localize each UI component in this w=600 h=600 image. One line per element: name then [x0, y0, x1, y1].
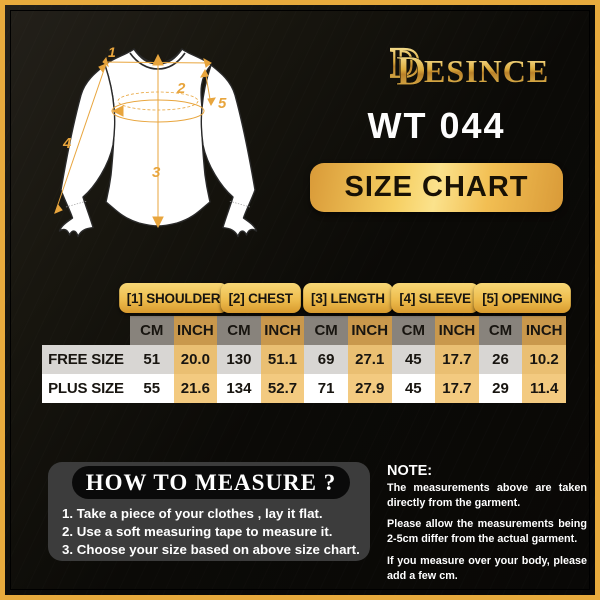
svg-text:ESINCE: ESINCE	[424, 53, 549, 89]
svg-text:3: 3	[152, 164, 161, 181]
svg-text:1: 1	[108, 44, 116, 60]
svg-text:2: 2	[176, 80, 186, 97]
svg-text:4: 4	[62, 135, 72, 152]
svg-text:D: D	[396, 49, 426, 95]
svg-text:5: 5	[218, 95, 227, 112]
